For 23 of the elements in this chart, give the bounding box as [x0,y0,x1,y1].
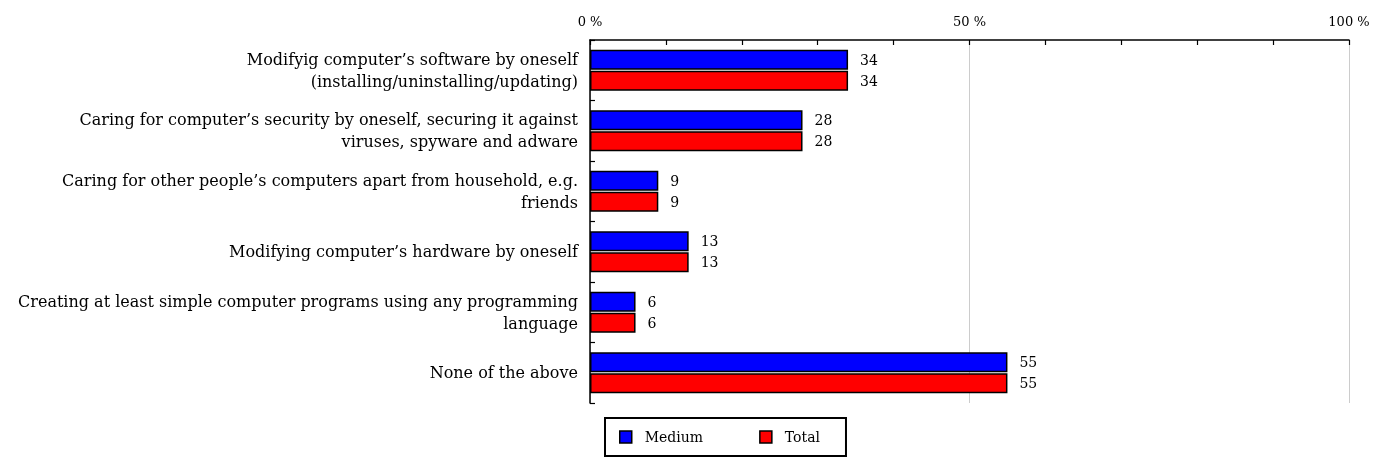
data-label: 55 [1019,375,1038,392]
data-label: 13 [700,254,719,271]
x-tick-label: 50 % [952,14,987,29]
y-tick-label: Caring for computer’s security by oneself, securing it against viruses, spyware and adware [79,110,579,152]
data-label: 6 [647,293,657,310]
x-tick-label: 100 % [1328,14,1370,29]
data-label: 28 [814,133,833,150]
y-tick-label: None of the above [429,363,578,383]
data-label: 6 [647,314,657,331]
data-label: 34 [860,51,878,68]
data-label: 28 [814,112,833,129]
data-label: 9 [670,172,680,189]
data-label: 34 [860,72,878,89]
legend-label: Medium [644,429,704,445]
y-tick-label: Caring for other people’s computers apart from household, e.g. friends [62,170,578,212]
data-label: 9 [670,193,680,210]
y-tick-label: Modifying computer’s hardware by oneself [229,242,580,262]
data-label: 13 [700,233,719,250]
y-tick-label: Modifyig computer’s software by oneself (installing/uninstalling/updating) [246,49,580,91]
data-label: 55 [1019,354,1038,371]
y-tick-label: Creating at least simple computer programs using any programming language [18,291,578,333]
legend-label: Total [784,429,821,445]
x-tick-label: 0 % [577,14,603,29]
